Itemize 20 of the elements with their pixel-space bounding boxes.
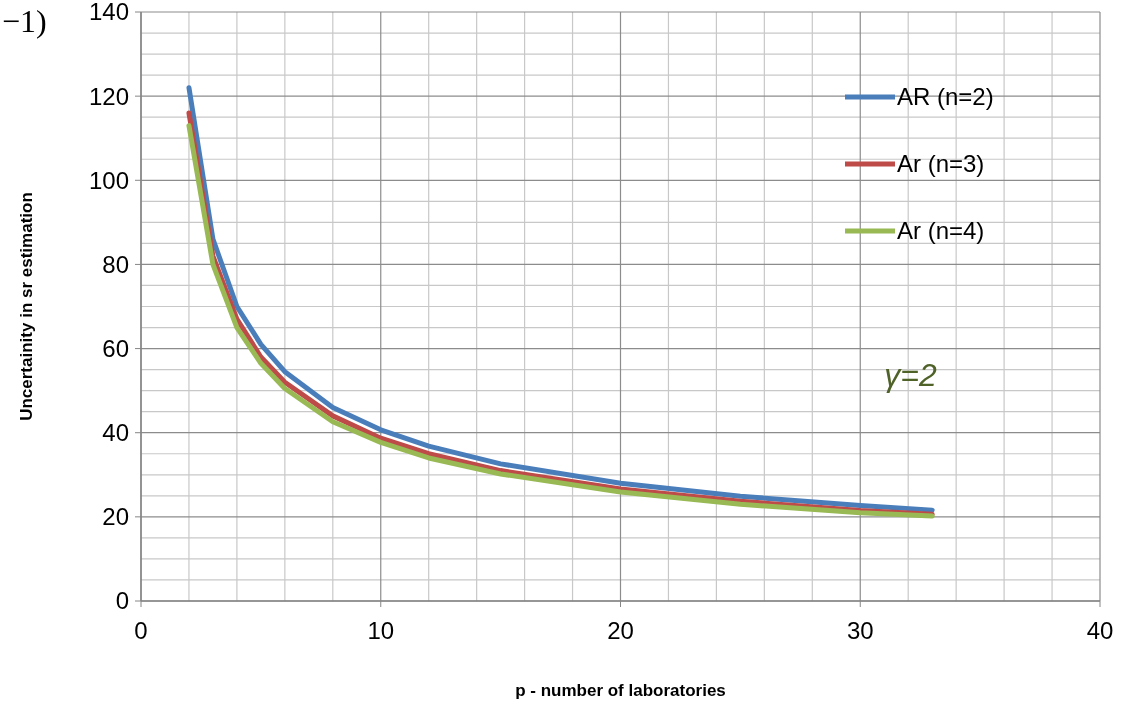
legend-label: Ar (n=3) [897, 150, 985, 178]
x-tick-label: 10 [367, 617, 395, 644]
x-tick-label: 30 [846, 617, 874, 644]
y-tick-label: 140 [88, 0, 129, 26]
x-axis-title: p - number of laboratories [515, 681, 726, 700]
x-tick-label: 20 [607, 617, 634, 644]
y-tick-label: 80 [102, 250, 129, 278]
y-tick-label: 0 [115, 587, 129, 615]
text: −1) [2, 3, 47, 39]
x-tick-label: 0 [134, 617, 148, 644]
annotation: γ=2 [884, 357, 937, 394]
y-tick-label: 60 [102, 334, 129, 362]
legend-label: AR (n=2) [897, 83, 994, 111]
y-tick-label: 120 [88, 82, 129, 110]
x-tick-label: 40 [1086, 617, 1114, 644]
y-tick-label: 20 [102, 503, 129, 531]
y-axis-title: Uncertainity in sr estimation [17, 192, 36, 421]
y-tick-label: 100 [88, 166, 129, 194]
legend-label: Ar (n=4) [897, 217, 985, 245]
y-tick-label: 40 [102, 419, 129, 447]
